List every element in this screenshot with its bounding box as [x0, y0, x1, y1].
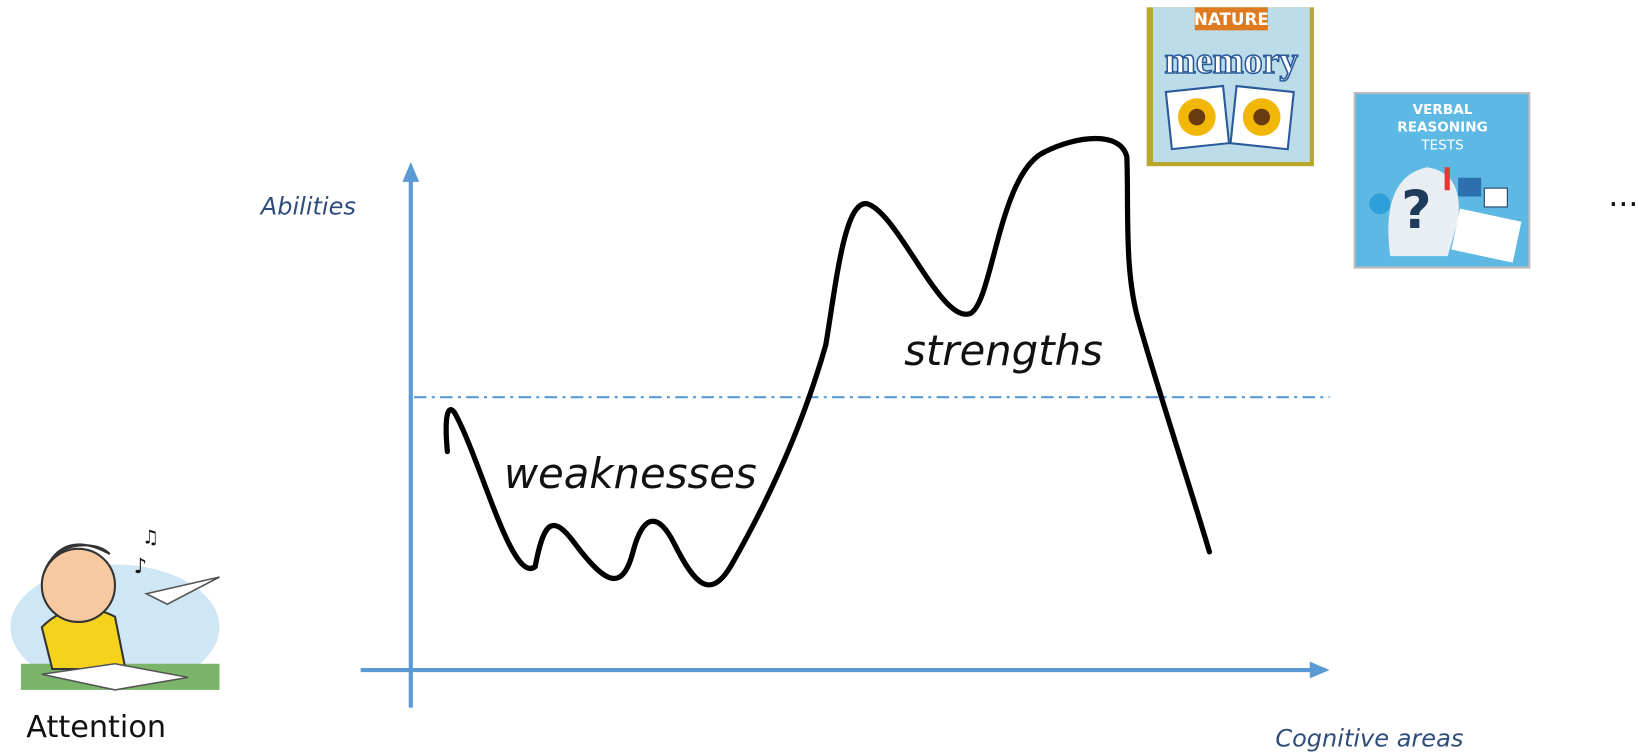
- memory-banner: NATURE: [1194, 9, 1269, 29]
- verbal-line: TESTS: [1420, 137, 1463, 153]
- memory-title: memory: [1165, 40, 1299, 82]
- verbal-picture: VERBAL REASONING TESTS ?: [1355, 93, 1530, 268]
- x-arrow: [1310, 662, 1330, 679]
- weaknesses-label: weaknesses: [504, 449, 757, 498]
- attention-caption: Attention: [26, 710, 166, 745]
- strengths-label: strengths: [904, 326, 1103, 375]
- y-axis-label: Abilities: [259, 192, 357, 220]
- verbal-line: REASONING: [1397, 120, 1488, 136]
- svg-text:?: ?: [1401, 180, 1431, 241]
- slide: Abilities Cognitive areas weaknesses str…: [0, 0, 1639, 756]
- svg-text:♪: ♪: [134, 554, 147, 578]
- ellipsis: ...: [1608, 178, 1638, 214]
- svg-text:♫: ♫: [142, 528, 159, 549]
- verbal-line: VERBAL: [1413, 102, 1473, 118]
- memory-picture: NATURE memory: [1147, 7, 1314, 166]
- attention-picture: ♪ ♫: [10, 528, 219, 690]
- x-axis-label: Cognitive areas: [1275, 724, 1464, 752]
- y-arrow: [402, 162, 419, 182]
